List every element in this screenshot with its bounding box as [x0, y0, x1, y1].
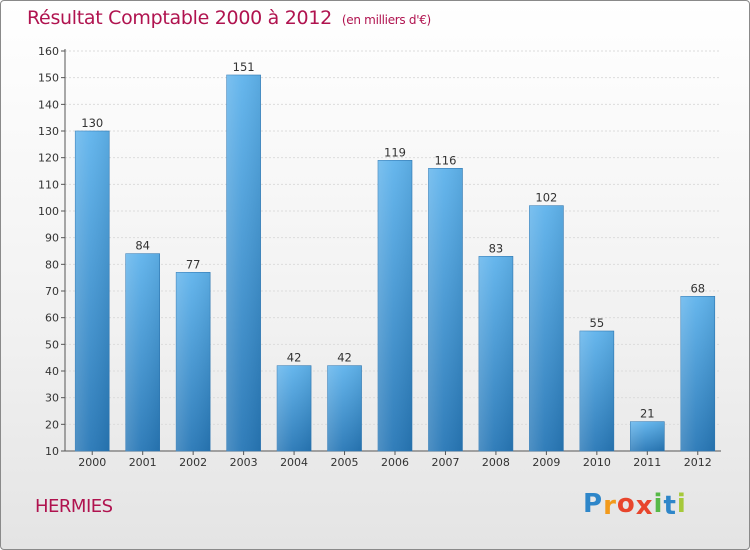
bar-shine	[579, 331, 614, 451]
value-label: 84	[135, 239, 150, 253]
bar-shine	[327, 365, 362, 451]
x-tick-label: 2001	[129, 456, 157, 469]
x-tick-label: 2000	[78, 456, 106, 469]
x-tick-label: 2008	[482, 456, 510, 469]
value-label: 42	[337, 351, 352, 365]
x-tick-label: 2009	[532, 456, 560, 469]
y-tick-label: 10	[45, 445, 59, 458]
y-tick-label: 100	[38, 205, 59, 218]
logo-letter: i	[676, 489, 687, 519]
y-tick-label: 50	[45, 338, 59, 351]
value-label: 42	[287, 351, 302, 365]
bars	[74, 74, 716, 452]
bar-shine	[428, 168, 463, 452]
y-tick-label: 30	[45, 392, 59, 405]
y-tick-label: 20	[45, 418, 59, 431]
x-tick-label: 2003	[230, 456, 258, 469]
x-tick-label: 2012	[684, 456, 712, 469]
value-label: 55	[590, 316, 605, 330]
y-tick-label: 70	[45, 285, 59, 298]
labels: 10 20 30 40 50 60 70 80 90 100 110 120 130 140 150 160 1…	[38, 45, 712, 469]
value-label: 21	[640, 407, 655, 421]
x-tick-label: 2010	[583, 456, 611, 469]
logo-letter: i	[653, 489, 664, 519]
chart-subtitle: (en milliers d'€)	[341, 13, 431, 27]
y-tick-label: 130	[38, 125, 59, 138]
y-tick-label: 110	[38, 178, 59, 191]
x-tick-label: 2005	[331, 456, 359, 469]
bar-shine	[277, 365, 312, 451]
y-tick-label: 150	[38, 72, 59, 85]
value-label: 116	[434, 153, 456, 167]
x-tick-label: 2011	[633, 456, 661, 469]
place-name: HERMIES	[35, 496, 113, 517]
bar-shine	[529, 205, 564, 451]
logo-letter: o	[616, 489, 636, 519]
logo-letter: r	[603, 491, 617, 521]
chart-title: Résultat Comptable 2000 à 2012 (en millie…	[27, 7, 431, 29]
bar-shine	[680, 296, 715, 451]
x-tick-label: 2007	[431, 456, 459, 469]
y-tick-label: 160	[38, 45, 59, 58]
bar-shine	[478, 256, 513, 451]
y-tick-label: 120	[38, 152, 59, 165]
bar-shine	[125, 253, 160, 451]
value-label: 68	[690, 281, 705, 295]
x-tick-label: 2006	[381, 456, 409, 469]
logo-letter: x	[635, 491, 654, 521]
logo-letter: t	[663, 491, 677, 521]
y-tick-label: 140	[38, 98, 59, 111]
x-tick-label: 2002	[179, 456, 207, 469]
y-tick-label: 40	[45, 365, 59, 378]
y-tick-label: 90	[45, 232, 59, 245]
bar-shine	[378, 160, 412, 452]
value-label: 130	[81, 116, 103, 130]
bar-shine	[75, 131, 110, 451]
chart-title-text: Résultat Comptable 2000 à 2012	[27, 7, 332, 29]
value-label: 77	[186, 257, 201, 271]
value-label: 151	[233, 60, 255, 74]
bar-shine	[176, 272, 211, 451]
bar-shine	[630, 421, 665, 451]
value-label: 102	[535, 191, 557, 205]
value-label: 83	[489, 241, 504, 255]
y-tick-label: 60	[45, 312, 59, 325]
proxiti-logo: Proxiti	[583, 489, 687, 521]
y-tick-label: 80	[45, 258, 59, 271]
x-tick-label: 2004	[280, 456, 308, 469]
bar-shine	[226, 75, 261, 451]
value-label: 119	[384, 145, 406, 159]
logo-letter: P	[583, 489, 604, 519]
